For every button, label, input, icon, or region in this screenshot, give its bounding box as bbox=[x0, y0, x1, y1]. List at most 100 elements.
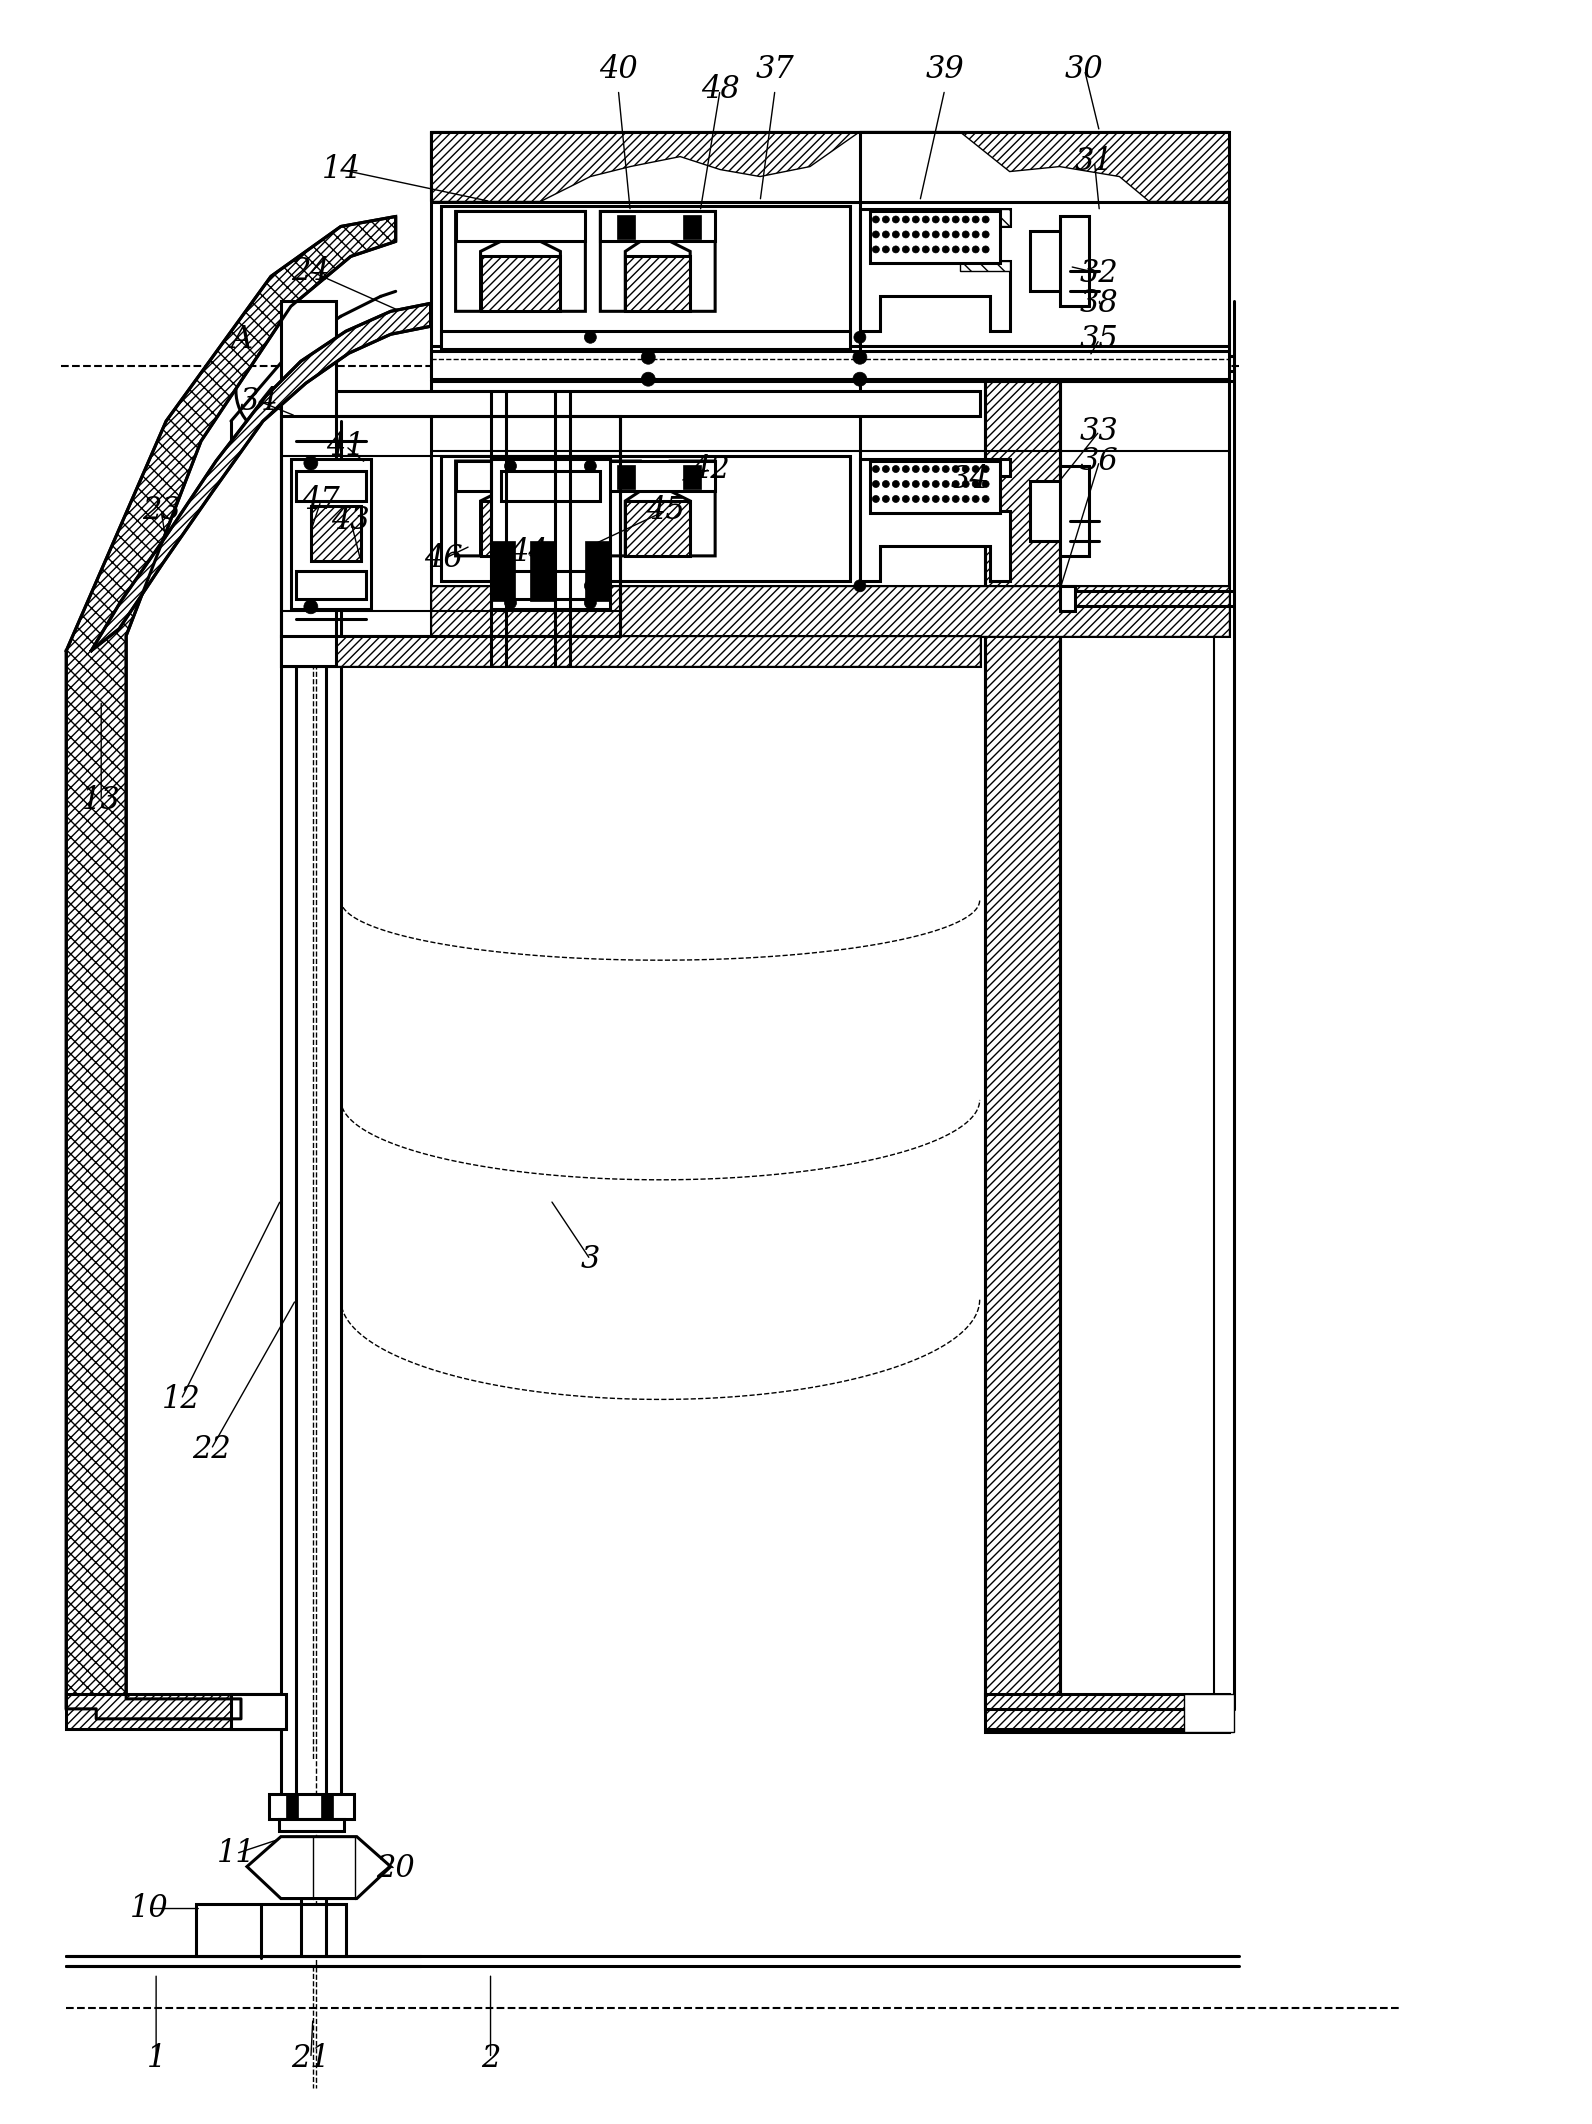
Circle shape bbox=[872, 246, 879, 253]
Circle shape bbox=[962, 495, 970, 503]
Bar bbox=[287, 1795, 298, 1818]
Bar bbox=[431, 380, 1229, 635]
Polygon shape bbox=[670, 212, 715, 312]
Circle shape bbox=[893, 480, 899, 489]
Circle shape bbox=[882, 465, 890, 472]
Circle shape bbox=[933, 465, 939, 472]
Circle shape bbox=[933, 480, 939, 489]
Text: 34: 34 bbox=[950, 463, 989, 495]
Bar bbox=[600, 461, 715, 491]
Polygon shape bbox=[860, 459, 1009, 580]
Circle shape bbox=[922, 217, 930, 223]
Bar bbox=[530, 542, 556, 601]
Bar bbox=[481, 257, 560, 312]
Bar bbox=[683, 465, 700, 489]
Text: 43: 43 bbox=[331, 506, 371, 537]
Polygon shape bbox=[67, 217, 396, 1718]
Circle shape bbox=[853, 372, 868, 387]
Text: 40: 40 bbox=[599, 55, 638, 85]
Circle shape bbox=[584, 580, 597, 593]
Bar bbox=[1184, 1695, 1234, 1731]
Bar bbox=[1089, 350, 1105, 376]
Polygon shape bbox=[540, 461, 586, 556]
Bar bbox=[490, 459, 610, 610]
Circle shape bbox=[922, 465, 930, 472]
Circle shape bbox=[973, 495, 979, 503]
Bar bbox=[626, 501, 691, 556]
Text: 38: 38 bbox=[1079, 289, 1119, 319]
Text: 34: 34 bbox=[239, 387, 279, 416]
Text: 42: 42 bbox=[691, 455, 729, 484]
Circle shape bbox=[982, 246, 989, 253]
Circle shape bbox=[893, 217, 899, 223]
Circle shape bbox=[933, 495, 939, 503]
Bar bbox=[310, 506, 361, 561]
Circle shape bbox=[853, 350, 868, 363]
Text: 32: 32 bbox=[1079, 257, 1119, 289]
Circle shape bbox=[853, 331, 866, 344]
Circle shape bbox=[962, 232, 970, 238]
Bar bbox=[500, 571, 600, 599]
Text: 31: 31 bbox=[1075, 147, 1114, 176]
Polygon shape bbox=[280, 635, 979, 665]
Text: 14: 14 bbox=[322, 155, 360, 185]
Bar bbox=[1060, 465, 1089, 556]
Circle shape bbox=[304, 599, 318, 614]
Bar bbox=[431, 350, 1229, 380]
Circle shape bbox=[942, 232, 949, 238]
Bar bbox=[441, 331, 850, 348]
Circle shape bbox=[853, 580, 866, 593]
Polygon shape bbox=[91, 304, 431, 650]
Polygon shape bbox=[880, 210, 1009, 272]
Text: 3: 3 bbox=[581, 1245, 600, 1274]
Text: 11: 11 bbox=[217, 1837, 255, 1869]
Text: A: A bbox=[229, 323, 252, 355]
Bar bbox=[481, 501, 560, 556]
Bar bbox=[322, 1795, 333, 1818]
Circle shape bbox=[505, 597, 516, 610]
Circle shape bbox=[973, 246, 979, 253]
Circle shape bbox=[903, 232, 909, 238]
Circle shape bbox=[912, 246, 919, 253]
Circle shape bbox=[973, 465, 979, 472]
Circle shape bbox=[962, 217, 970, 223]
Bar bbox=[586, 542, 610, 601]
Bar bbox=[600, 212, 715, 242]
Circle shape bbox=[903, 217, 909, 223]
Circle shape bbox=[872, 217, 879, 223]
Text: 45: 45 bbox=[646, 495, 685, 527]
Circle shape bbox=[973, 232, 979, 238]
Circle shape bbox=[962, 480, 970, 489]
Bar bbox=[441, 206, 850, 342]
Circle shape bbox=[982, 480, 989, 489]
Bar bbox=[280, 416, 621, 635]
Bar bbox=[869, 461, 1000, 514]
Text: 39: 39 bbox=[925, 55, 965, 85]
Circle shape bbox=[942, 480, 949, 489]
Polygon shape bbox=[455, 212, 500, 312]
Text: 2: 2 bbox=[481, 2043, 500, 2073]
Circle shape bbox=[982, 495, 989, 503]
Circle shape bbox=[872, 232, 879, 238]
Circle shape bbox=[942, 465, 949, 472]
Circle shape bbox=[882, 232, 890, 238]
Circle shape bbox=[903, 246, 909, 253]
Circle shape bbox=[952, 465, 960, 472]
Polygon shape bbox=[196, 1903, 345, 1956]
Bar bbox=[985, 380, 1060, 1710]
Polygon shape bbox=[455, 461, 500, 556]
Circle shape bbox=[942, 246, 949, 253]
Text: 10: 10 bbox=[131, 1892, 169, 1924]
Circle shape bbox=[962, 246, 970, 253]
Bar bbox=[985, 1695, 1229, 1731]
Polygon shape bbox=[860, 210, 1009, 331]
Text: 23: 23 bbox=[142, 495, 180, 527]
Polygon shape bbox=[540, 212, 586, 312]
Bar bbox=[455, 212, 586, 242]
Circle shape bbox=[893, 232, 899, 238]
Text: 30: 30 bbox=[1065, 55, 1103, 85]
Bar bbox=[1030, 232, 1070, 291]
Circle shape bbox=[952, 495, 960, 503]
Bar bbox=[683, 215, 700, 240]
Bar bbox=[455, 461, 586, 491]
